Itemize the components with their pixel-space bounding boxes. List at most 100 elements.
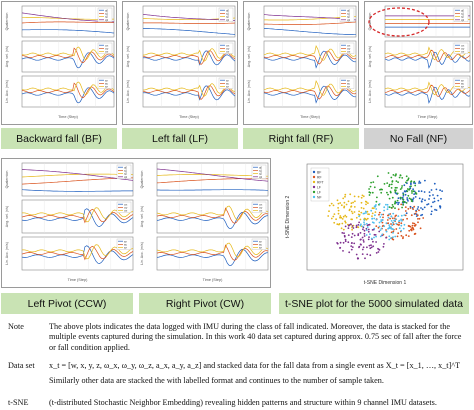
tsne-point: [421, 208, 424, 211]
tsne-point: [365, 218, 368, 221]
tsne-point: [377, 251, 380, 253]
tsne-point: [396, 192, 399, 195]
imu-axis-label: Lin. Acc. (m/s): [368, 80, 372, 103]
tsne-point: [392, 236, 394, 238]
imu-axis-label: Ang. vel. (r/s): [126, 46, 130, 67]
tsne-point: [390, 215, 393, 218]
imu-series-line: [143, 83, 236, 97]
tsne-point: [392, 174, 395, 176]
tsne-paragraph: t-SNE (t-distributed Stochastic Neighbor…: [0, 398, 474, 410]
tsne-point: [371, 207, 374, 210]
tsne-point: [401, 177, 404, 179]
tsne-point: [349, 193, 352, 196]
tsne-point: [335, 218, 337, 221]
tsne-legend-marker: [312, 195, 316, 199]
imu-legend-label: ωx: [461, 43, 465, 47]
imu-legend-label: ωx: [259, 202, 263, 206]
tsne-point: [428, 194, 431, 197]
tsne-point: [410, 180, 412, 183]
tsne-point: [405, 234, 408, 237]
tsne-point: [435, 209, 438, 211]
imu-legend-label: ay: [124, 244, 127, 247]
tsne-point: [407, 178, 410, 181]
tsne-point: [358, 221, 360, 224]
tsne-point: [410, 214, 413, 217]
tsne-point: [378, 225, 381, 228]
tsne-point: [405, 212, 408, 215]
imu-legend-label: q2: [226, 15, 229, 19]
imu-legend-label: q1: [461, 12, 464, 16]
tsne-point: [382, 213, 385, 216]
imu-legend-label: q1: [347, 12, 350, 16]
tsne-point: [404, 193, 407, 196]
tsne-point: [367, 238, 370, 241]
tsne-point: [414, 184, 417, 187]
tsne-point: [398, 221, 400, 224]
tsne-point: [337, 202, 340, 205]
tsne-point: [366, 253, 369, 256]
tsne-point: [392, 223, 395, 226]
tsne-point: [432, 194, 434, 196]
imu-series-line: [21, 173, 134, 178]
tsne-point: [395, 228, 398, 230]
tsne-point: [400, 224, 403, 227]
tsne-point: [350, 210, 353, 213]
tsne-point: [388, 238, 391, 241]
imu-series-line: [21, 46, 115, 60]
tsne-point: [412, 208, 414, 210]
imu-legend-label: az: [347, 86, 350, 89]
tsne-point: [427, 203, 430, 205]
tsne-point: [342, 228, 345, 231]
imu-legend: [453, 7, 469, 22]
tsne-point: [375, 241, 377, 243]
tsne-legend-marker: [312, 185, 316, 189]
tsne-point: [376, 175, 379, 178]
tsne-point: [398, 176, 401, 179]
tsne-point: [386, 182, 389, 184]
imu-series-line: [21, 47, 115, 63]
tsne-point: [368, 236, 370, 238]
imu-legend: [97, 42, 113, 54]
tsne-point: [423, 191, 426, 193]
tsne-point: [368, 244, 371, 247]
tsne-point: [372, 245, 375, 248]
tsne-point: [420, 190, 423, 193]
tsne-point: [362, 195, 365, 198]
tsne-point: [380, 227, 383, 230]
tsne-point: [428, 198, 430, 200]
tsne-point: [360, 211, 363, 214]
tsne-point: [341, 218, 344, 220]
tsne-point: [408, 197, 411, 200]
tsne-point: [369, 233, 371, 236]
tsne-point: [330, 202, 333, 205]
tsne-point: [403, 214, 406, 216]
tsne-point: [391, 217, 394, 220]
tsne-point: [420, 207, 422, 209]
imu-legend-label: ωy: [105, 47, 109, 51]
imu-legend-label: ay: [226, 83, 229, 86]
tsne-point: [405, 175, 408, 178]
tsne-point: [373, 233, 376, 236]
tsne-point: [336, 199, 339, 202]
imu-legend: [251, 238, 267, 250]
tsne-point: [387, 193, 389, 196]
tsne-point: [374, 214, 376, 217]
tsne-point: [372, 181, 375, 183]
imu-legend-label: az: [226, 86, 229, 89]
tsne-point: [369, 185, 372, 188]
tsne-point: [360, 223, 362, 226]
dataset-continued-text: Similarly other data are stacked the wit…: [49, 376, 384, 385]
tsne-point: [386, 219, 389, 221]
tsne-point: [430, 189, 433, 191]
tsne-point: [406, 188, 409, 190]
imu-series-line: [21, 81, 115, 95]
tsne-point: [402, 193, 405, 196]
tsne-point: [383, 225, 386, 228]
imu-legend-label: q3: [259, 175, 262, 179]
tsne-point: [381, 219, 384, 221]
imu-legend-label: q3: [461, 18, 464, 22]
